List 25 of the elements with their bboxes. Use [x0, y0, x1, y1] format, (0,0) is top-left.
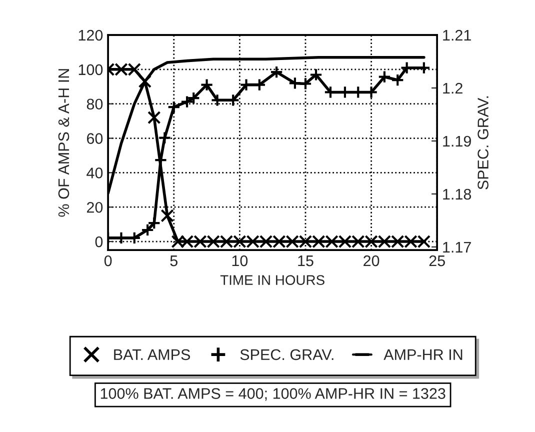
x-tick-label: 25	[429, 255, 445, 266]
y2-tick-label: 1.17	[443, 242, 471, 252]
y-axis-title: % OF AMPS & A-H IN	[58, 69, 70, 217]
legend-label: BAT. AMPS	[114, 349, 190, 360]
x-tick-label: 5	[170, 256, 178, 266]
y2-tick-label: 1.18	[443, 188, 472, 200]
x-tick-label: 10	[232, 255, 248, 266]
text: 100% BAT. AMPS = 400; 100% AMP-HR IN = 1323	[100, 388, 446, 401]
x-axis-title: TIME IN HOURS	[220, 275, 324, 285]
y-tick-label: 120	[78, 30, 103, 41]
y2-tick-label: 1.19	[443, 136, 471, 147]
y-tick-label: 40	[86, 168, 103, 178]
legend-label: AMP-HR IN	[384, 349, 462, 360]
y2-axis-title: SPEC. GRAV.	[478, 96, 488, 190]
x-tick-label: 0	[104, 255, 112, 266]
y2-tick-label: 1.2	[443, 82, 462, 94]
y-tick-label: 80	[86, 98, 103, 110]
x-tick-label: 15	[298, 256, 314, 266]
y-tick-label: 100	[78, 64, 103, 76]
y-tick-label: 60	[86, 133, 103, 144]
y2-tick-label: 1.21	[443, 30, 471, 41]
y-tick-label: 20	[86, 202, 103, 213]
legend-label: SPEC. GRAV.	[240, 349, 334, 360]
x-tick-label: 20	[364, 255, 380, 266]
y-tick-label: 0	[95, 236, 103, 248]
